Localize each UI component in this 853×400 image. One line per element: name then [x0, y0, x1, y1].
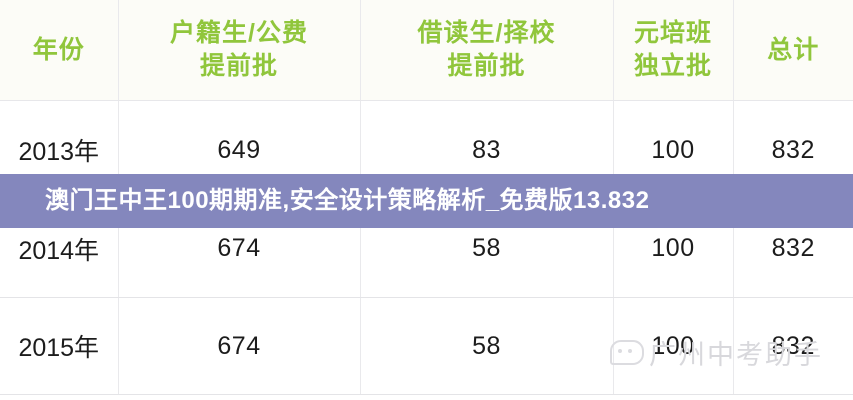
- column-header-yuanpei-class: 元培班 独立批: [613, 0, 734, 101]
- column-header-total: 总计: [733, 0, 853, 101]
- table-row: 2015年 674 58 100 832: [0, 297, 853, 395]
- column-header-local-students-line-2: 提前批: [199, 52, 278, 80]
- column-header-guest-students-line-1: 借读生/择校: [417, 19, 556, 47]
- column-header-yuanpei-class-line-2: 独立批: [633, 52, 712, 80]
- column-header-guest-students: 借读生/择校 提前批: [360, 0, 614, 101]
- cell-local-students: 674: [118, 297, 361, 395]
- column-header-year: 年份: [0, 0, 119, 101]
- column-header-guest-students-line-2: 提前批: [447, 52, 526, 80]
- overlay-banner-text: 澳门王中王100期期准,安全设计策略解析_免费版13.832: [45, 187, 650, 214]
- cell-year: 2015年: [0, 297, 119, 395]
- table-body: 2013年 649 83 100 832 2014年 674 58 100 83…: [0, 100, 853, 395]
- cell-yuanpei-class: 100: [613, 297, 734, 395]
- column-header-local-students-line-1: 户籍生/公费: [170, 19, 308, 47]
- column-header-total-line-1: 总计: [767, 35, 820, 64]
- column-header-local-students: 户籍生/公费 提前批: [118, 0, 361, 101]
- table-header-row: 年份 户籍生/公费 提前批 借读生/择校 提前批 元培班 独立批 总计: [0, 0, 853, 101]
- column-header-yuanpei-class-line-1: 元培班: [633, 19, 712, 47]
- table-header: 年份 户籍生/公费 提前批 借读生/择校 提前批 元培班 独立批 总计: [0, 0, 853, 101]
- cell-total: 832: [733, 297, 853, 395]
- overlay-banner: 澳门王中王100期期准,安全设计策略解析_免费版13.832: [0, 174, 853, 228]
- cell-guest-students: 58: [360, 297, 614, 395]
- column-header-year-line-1: 年份: [32, 35, 85, 64]
